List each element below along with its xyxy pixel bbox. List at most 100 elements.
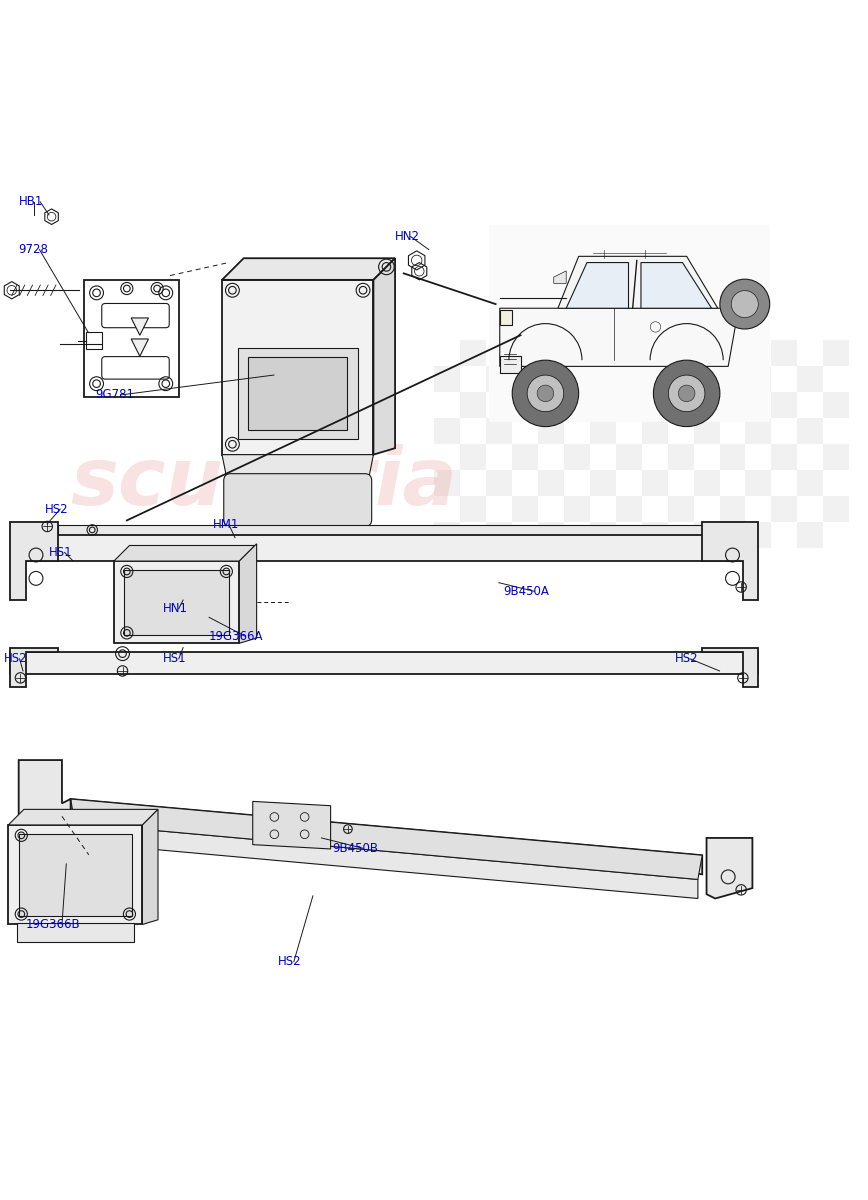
Bar (667, 392, 694, 419)
Bar (641, 419, 667, 444)
Bar (615, 444, 641, 470)
Polygon shape (19, 760, 70, 829)
Text: 9B450A: 9B450A (503, 584, 549, 598)
Circle shape (512, 360, 579, 427)
Bar (460, 392, 486, 419)
Bar (720, 496, 746, 522)
Bar (824, 444, 849, 470)
Bar (490, 226, 770, 422)
Polygon shape (707, 838, 753, 899)
Bar (538, 366, 564, 392)
Bar (248, 356, 347, 431)
Bar (746, 366, 772, 392)
Polygon shape (114, 546, 255, 562)
Polygon shape (131, 338, 148, 356)
Bar (824, 392, 849, 419)
Polygon shape (641, 263, 712, 308)
Circle shape (527, 376, 563, 412)
Bar (538, 419, 564, 444)
Bar (512, 392, 538, 419)
Bar (434, 470, 460, 496)
Bar (486, 522, 512, 548)
Bar (86, 332, 102, 349)
Text: 9G781: 9G781 (95, 389, 134, 402)
Bar (772, 392, 798, 419)
Bar (512, 496, 538, 522)
Polygon shape (10, 648, 57, 686)
Bar (538, 522, 564, 548)
Bar (57, 524, 720, 535)
Bar (720, 392, 746, 419)
Text: HS1: HS1 (49, 546, 73, 559)
Polygon shape (75, 823, 698, 899)
Circle shape (668, 376, 705, 412)
Circle shape (720, 280, 770, 329)
Bar (694, 419, 720, 444)
Text: HM1: HM1 (214, 518, 240, 532)
Bar (667, 444, 694, 470)
Bar (641, 522, 667, 548)
Bar (434, 366, 460, 392)
Bar (589, 522, 615, 548)
Bar (667, 496, 694, 522)
Bar (589, 366, 615, 392)
Bar (500, 311, 512, 325)
Bar (746, 522, 772, 548)
Bar (512, 444, 538, 470)
Text: HS2: HS2 (674, 653, 698, 665)
Bar (17, 923, 134, 942)
Bar (460, 444, 486, 470)
Bar (564, 392, 589, 419)
Bar (434, 522, 460, 548)
Bar (564, 444, 589, 470)
Bar (500, 356, 521, 373)
Polygon shape (9, 809, 158, 824)
Text: 19G366A: 19G366A (209, 630, 264, 643)
Bar (23, 535, 754, 562)
Bar (615, 496, 641, 522)
Bar (694, 522, 720, 548)
Polygon shape (70, 799, 702, 875)
Polygon shape (702, 648, 759, 686)
Bar (460, 341, 486, 366)
Polygon shape (253, 802, 331, 848)
Text: 9728: 9728 (19, 244, 49, 256)
Bar (772, 496, 798, 522)
Polygon shape (240, 544, 257, 643)
Polygon shape (500, 308, 739, 366)
Text: HS2: HS2 (4, 653, 28, 665)
Text: HS2: HS2 (279, 955, 302, 968)
Polygon shape (131, 318, 148, 335)
Bar (486, 366, 512, 392)
Bar (10, 652, 759, 673)
Bar (641, 470, 667, 496)
Bar (824, 341, 849, 366)
Bar (798, 470, 824, 496)
Bar (667, 341, 694, 366)
Bar (798, 366, 824, 392)
Text: c a r  p a r t s: c a r p a r t s (127, 523, 248, 541)
Bar (720, 444, 746, 470)
Bar (694, 470, 720, 496)
Text: HN1: HN1 (163, 602, 188, 616)
Bar (746, 470, 772, 496)
Polygon shape (554, 271, 566, 283)
Circle shape (654, 360, 720, 427)
Text: scuderia: scuderia (70, 444, 457, 522)
Bar (798, 522, 824, 548)
Polygon shape (373, 258, 395, 455)
Bar (538, 470, 564, 496)
Text: HS2: HS2 (44, 503, 69, 516)
Text: 9B450B: 9B450B (332, 842, 378, 854)
Polygon shape (142, 809, 158, 924)
Bar (9, 824, 142, 924)
Polygon shape (702, 522, 759, 600)
Bar (434, 419, 460, 444)
Circle shape (537, 385, 554, 402)
Bar (238, 348, 358, 439)
Bar (512, 341, 538, 366)
Polygon shape (70, 799, 702, 880)
Polygon shape (222, 280, 373, 455)
Bar (589, 470, 615, 496)
Bar (486, 470, 512, 496)
